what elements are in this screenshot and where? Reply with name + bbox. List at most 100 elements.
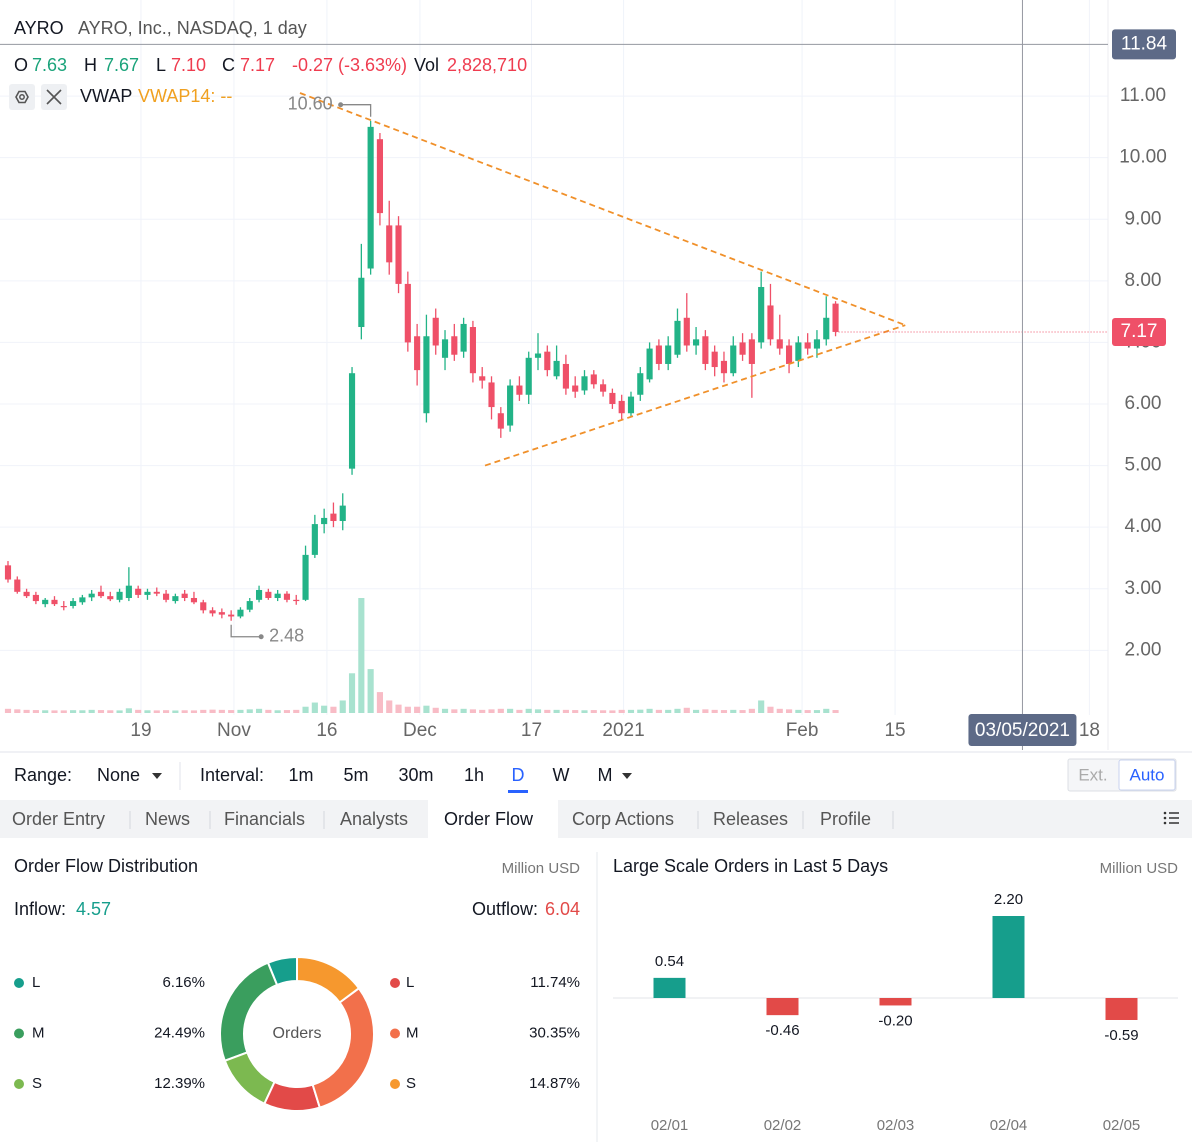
last-price-box <box>1112 317 1166 346</box>
volume-bar <box>255 708 263 713</box>
intervals: 1m 5m 30m 1h D W M <box>288 765 613 793</box>
menu-dot <box>1163 821 1167 825</box>
y-tick-label: 10.00 <box>1119 147 1167 168</box>
candle-body <box>228 614 235 617</box>
settings-button[interactable] <box>9 84 35 110</box>
tab[interactable]: Releases <box>713 809 788 829</box>
volume-bar <box>228 710 235 713</box>
range-value[interactable]: None <box>97 765 140 785</box>
y-tick-label: 9.00 <box>1125 208 1162 229</box>
donut-center-label: Orders <box>273 1025 322 1042</box>
auto-button[interactable] <box>1118 759 1176 791</box>
candle-body <box>200 602 207 611</box>
volume-bar <box>79 710 86 713</box>
ext-button[interactable]: Ext. <box>1078 765 1107 784</box>
menu-icon[interactable] <box>1163 811 1179 825</box>
ohlc-value: 7.10 <box>171 55 206 75</box>
volume-bar <box>823 708 830 713</box>
crosshair-date-box <box>968 714 1077 746</box>
volume-bar <box>97 710 105 713</box>
candle-body <box>507 385 514 426</box>
outflow-value: 6.04 <box>545 899 580 919</box>
volume-bar <box>311 702 318 713</box>
symbol: AYRO <box>14 18 64 38</box>
volume-bar <box>637 709 644 713</box>
crosshair-price: 11.84 <box>1121 33 1168 54</box>
x-tick-label: 2021 <box>602 720 644 741</box>
candle-body <box>618 400 625 414</box>
candle-body <box>330 513 337 522</box>
tab-bar <box>0 800 1192 838</box>
x-tick-label: Feb <box>786 720 819 741</box>
candle-body <box>107 596 114 600</box>
tab[interactable]: Analysts <box>340 809 408 829</box>
volume-bar <box>507 708 514 713</box>
candle-body <box>776 339 783 349</box>
active-tab <box>428 800 558 838</box>
volume-bar <box>376 692 384 713</box>
tab[interactable]: Order Entry <box>12 809 105 829</box>
interval[interactable]: 5m <box>343 765 368 785</box>
volume-bar <box>265 709 272 713</box>
candle-body <box>386 225 393 263</box>
tabs: Order Entry News Financials Analysts Order F… <box>12 800 894 838</box>
bar <box>992 916 1025 998</box>
interval[interactable]: 1h <box>464 765 484 785</box>
bar-value-label: -0.46 <box>765 1022 799 1039</box>
volume-bar <box>702 709 709 713</box>
legend-label: M <box>32 1024 45 1041</box>
volume-bar <box>51 710 58 713</box>
volume-bar <box>163 710 170 713</box>
trendline <box>484 324 906 467</box>
vol-label: Vol <box>414 55 439 75</box>
range-caret[interactable] <box>152 773 162 779</box>
volume-bar <box>451 709 458 713</box>
volume-bar <box>609 710 616 713</box>
candle-body <box>832 303 839 332</box>
volume-bar <box>293 709 300 713</box>
candle-body <box>665 345 672 364</box>
candle-body <box>60 605 67 608</box>
interval[interactable]: 1m <box>288 765 313 785</box>
volume-bar <box>172 710 179 713</box>
interval[interactable]: W <box>553 765 570 785</box>
volume-bar <box>674 708 681 713</box>
y-tick-label: 4.00 <box>1125 516 1162 537</box>
interval[interactable]: M <box>598 765 613 785</box>
range-label: Range: <box>14 765 72 785</box>
candle-body <box>748 339 755 364</box>
candle-body <box>265 591 272 598</box>
interval[interactable]: D <box>512 765 525 785</box>
tab[interactable]: News <box>145 809 190 829</box>
volume-bar <box>776 708 783 713</box>
y-tick-label: 8.00 <box>1125 270 1162 291</box>
interval[interactable]: 30m <box>398 765 433 785</box>
tab[interactable]: Profile <box>820 809 871 829</box>
candle-body <box>414 336 421 371</box>
ohlc-label: C <box>222 55 235 75</box>
tab[interactable]: Corp Actions <box>572 809 674 829</box>
legend-label: S <box>406 1075 416 1092</box>
legend-label: L <box>32 974 40 991</box>
interval-caret[interactable] <box>622 773 632 779</box>
ohlc-label: H <box>84 55 97 75</box>
volume-bar <box>209 709 216 713</box>
volume-bar <box>404 706 411 713</box>
volume-bar <box>60 710 67 713</box>
tab[interactable]: Financials <box>224 809 305 829</box>
legend-value: 12.39% <box>154 1075 205 1092</box>
volume-bar <box>627 709 635 713</box>
interval-label: Interval: <box>200 765 264 785</box>
candle-body <box>339 505 346 522</box>
candle-body <box>730 345 737 374</box>
settings-icon-dot <box>19 94 25 100</box>
candle-body <box>153 591 160 594</box>
bar <box>1105 998 1138 1020</box>
candle-body <box>209 610 216 614</box>
x-tick-label: 19 <box>130 720 151 741</box>
candle-body <box>581 376 588 391</box>
candle-body <box>804 342 811 349</box>
tab[interactable]: Order Flow <box>444 809 534 829</box>
candle-body <box>79 597 86 603</box>
